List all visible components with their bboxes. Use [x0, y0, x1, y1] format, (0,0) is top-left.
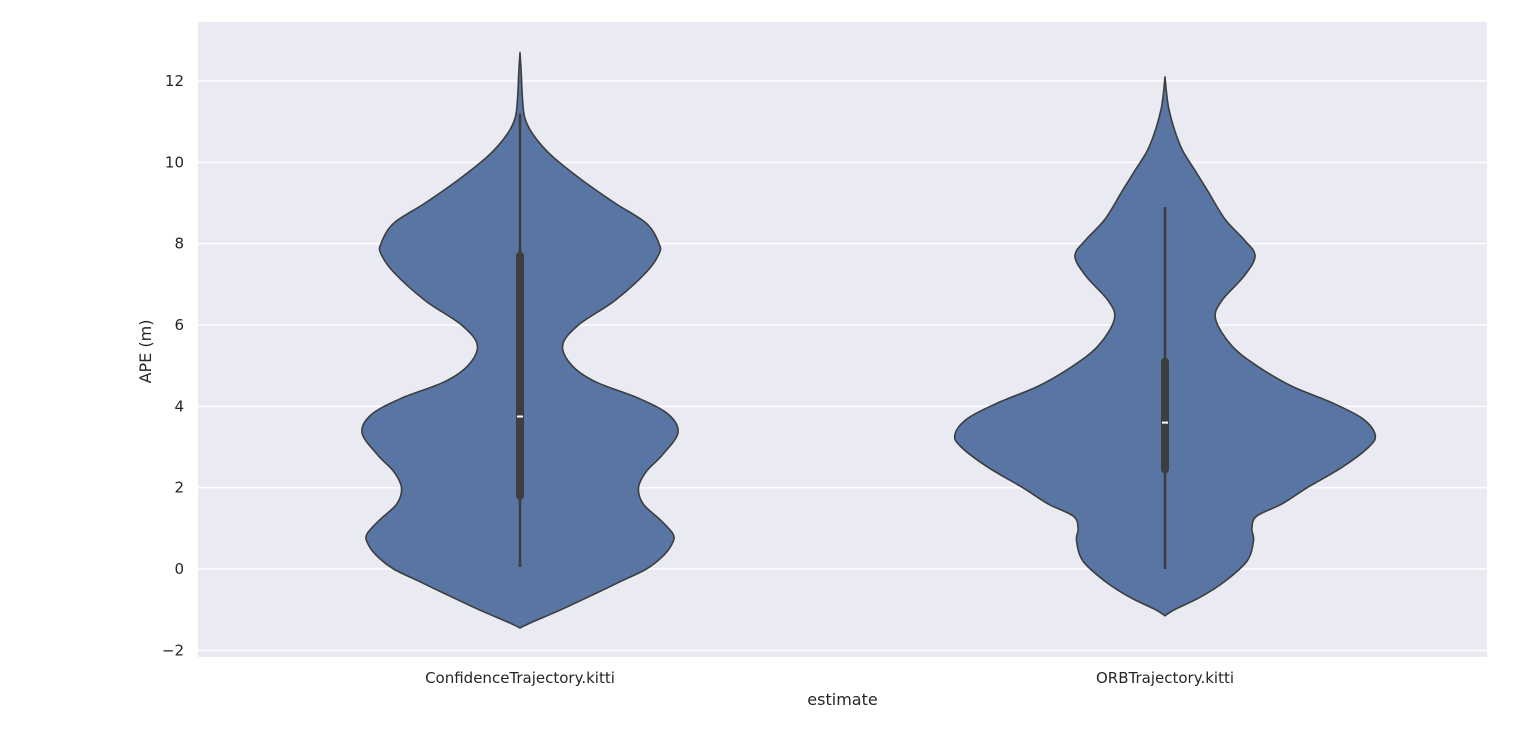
violin-2 — [953, 76, 1377, 617]
x-tick-labels: ConfidenceTrajectory.kitti ORBTrajectory.… — [425, 669, 1234, 687]
y-tick-label: 8 — [174, 235, 184, 253]
y-tick-label: 10 — [165, 153, 184, 171]
y-tick-label: 4 — [174, 397, 184, 415]
y-tick-label: 2 — [174, 479, 184, 497]
violin-1 — [361, 51, 679, 629]
y-tick-label: 6 — [174, 316, 184, 334]
x-axis-label: estimate — [807, 690, 877, 709]
y-tick-label: 0 — [174, 560, 184, 578]
violins — [361, 51, 1377, 629]
y-axis-label: APE (m) — [136, 320, 155, 384]
x-tick-label: ORBTrajectory.kitti — [1096, 669, 1234, 687]
y-tick-labels: −2 0 2 4 6 8 10 12 — [162, 72, 184, 659]
y-tick-label: 12 — [165, 72, 184, 90]
y-tick-label: −2 — [162, 641, 184, 659]
x-tick-label: ConfidenceTrajectory.kitti — [425, 669, 615, 687]
